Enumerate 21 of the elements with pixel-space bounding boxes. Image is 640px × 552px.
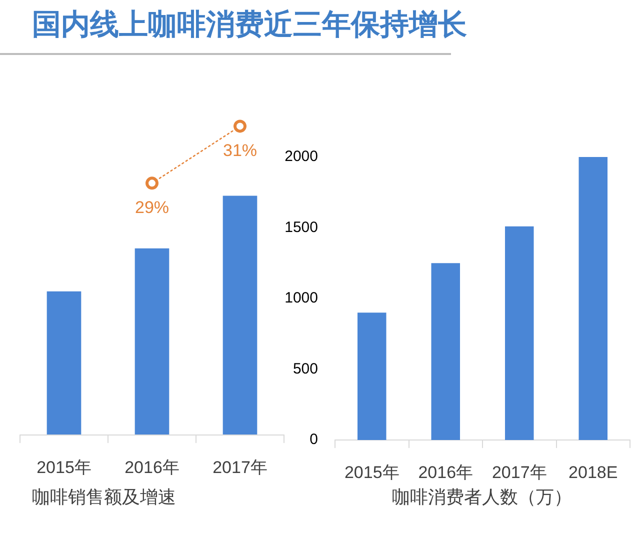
y-tick-label: 500 xyxy=(292,360,318,378)
x-tick-label: 2016年 xyxy=(124,458,180,477)
bar xyxy=(357,312,386,440)
text: 国内线上咖啡消费近三年保持增长 xyxy=(32,8,467,43)
y-tick-label: 1500 xyxy=(284,218,318,236)
y-tick-label: 1000 xyxy=(284,290,318,307)
bar xyxy=(578,157,608,440)
x-tick-label: 2016年 xyxy=(418,462,474,482)
x-axis-title: 咖啡消费者人数（万） xyxy=(392,486,572,509)
bar xyxy=(431,263,460,440)
y-tick-label: 0 xyxy=(310,431,318,448)
bar xyxy=(504,226,534,440)
x-tick-label: 2017年 xyxy=(492,462,547,482)
x-tick-label: 2018E xyxy=(568,462,618,482)
data-label: 31% xyxy=(222,140,258,160)
data-label: 29% xyxy=(134,198,170,217)
x-tick-label: 2015年 xyxy=(36,458,92,477)
y-tick-label: 2000 xyxy=(284,148,318,166)
x-axis-title: 咖啡销售额及增速 xyxy=(32,486,176,509)
x-tick-label: 2017年 xyxy=(212,458,268,477)
x-tick-label: 2015年 xyxy=(344,462,400,482)
